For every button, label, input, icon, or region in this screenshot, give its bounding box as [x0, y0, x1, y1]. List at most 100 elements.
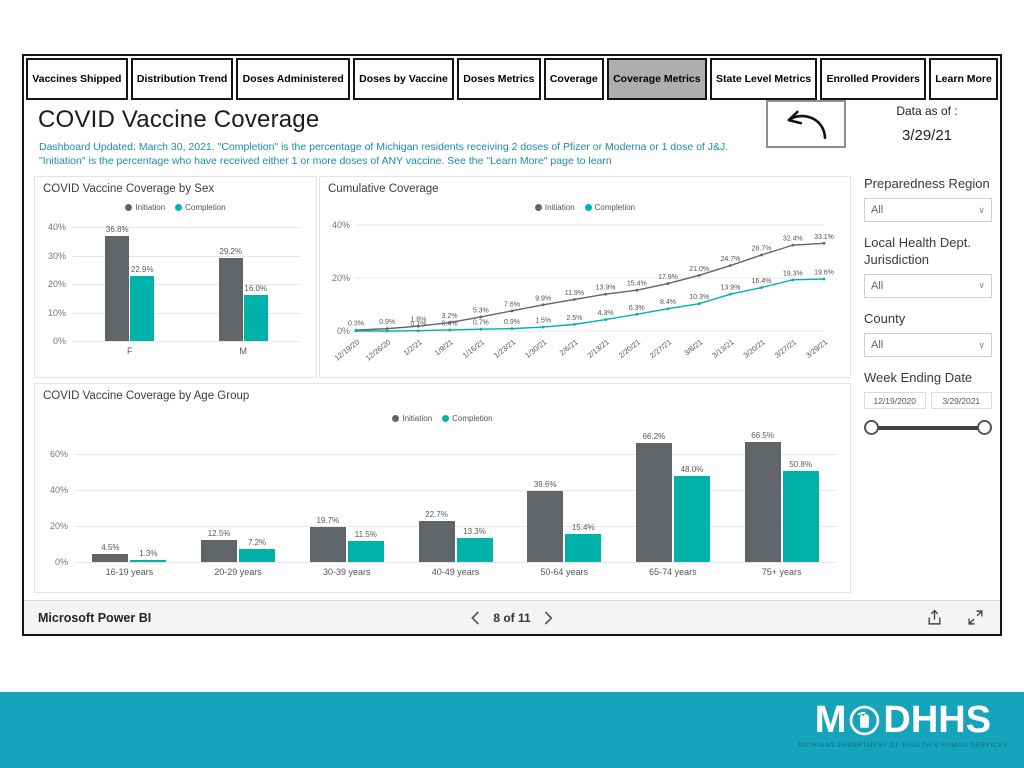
- bar-completion-f[interactable]: [130, 275, 155, 341]
- point-completion[interactable]: [760, 286, 763, 289]
- point-initiation[interactable]: [448, 321, 451, 324]
- page-title: COVID Vaccine Coverage: [38, 106, 320, 133]
- bar-value-label: 16.0%: [244, 284, 268, 294]
- point-initiation[interactable]: [541, 303, 545, 307]
- tab-doses-metrics[interactable]: Doses Metrics: [457, 58, 541, 100]
- point-completion[interactable]: [510, 327, 514, 331]
- bar-completion-30-39-years[interactable]: [347, 541, 384, 562]
- point-initiation[interactable]: [510, 309, 514, 313]
- point-completion[interactable]: [417, 329, 420, 333]
- tab-coverage-metrics[interactable]: Coverage Metrics: [606, 58, 707, 100]
- tab-distribution-trend[interactable]: Distribution Trend: [130, 58, 234, 100]
- point-initiation[interactable]: [635, 288, 639, 292]
- x-axis-label: 1/30/21: [523, 337, 548, 360]
- prev-page-button[interactable]: [470, 610, 479, 625]
- bar-initiation-f[interactable]: [105, 236, 130, 341]
- chevron-right-icon: [545, 610, 553, 625]
- point-completion[interactable]: [791, 278, 795, 282]
- point-completion[interactable]: [822, 277, 826, 281]
- local-health-dept-jurisdiction-dropdown[interactable]: All ∨: [864, 273, 992, 298]
- chart-legend: Initiation Completion: [320, 203, 850, 212]
- gridline: [75, 490, 836, 491]
- bar-completion-75-years[interactable]: [782, 470, 819, 562]
- point-initiation[interactable]: [791, 243, 795, 247]
- tab-learn-more[interactable]: Learn More: [929, 58, 999, 100]
- y-axis-label: 0%: [54, 557, 68, 567]
- point-initiation[interactable]: [385, 327, 389, 331]
- share-button[interactable]: [926, 609, 943, 626]
- point-completion[interactable]: [666, 307, 670, 311]
- point-completion[interactable]: [729, 292, 732, 296]
- logo-letter-m: M: [814, 699, 847, 741]
- tab-coverage[interactable]: Coverage: [543, 58, 604, 100]
- slider-handle-start[interactable]: [864, 420, 879, 436]
- completion-legend-dot: [442, 415, 450, 422]
- point-completion[interactable]: [573, 322, 576, 326]
- point-completion[interactable]: [479, 327, 483, 331]
- tab-doses-by-vaccine[interactable]: Doses by Vaccine: [352, 58, 455, 100]
- point-initiation[interactable]: [666, 282, 670, 285]
- tab-vaccines-shipped[interactable]: Vaccines Shipped: [26, 58, 128, 100]
- bar-completion-65-74-years[interactable]: [673, 475, 710, 562]
- bar-completion-50-64-years[interactable]: [565, 534, 602, 562]
- data-label-initiation: 17.9%: [658, 274, 678, 281]
- filter-label-week-ending-date: Week Ending Date: [864, 370, 973, 385]
- point-completion[interactable]: [448, 328, 451, 332]
- tab-enrolled-providers[interactable]: Enrolled Providers: [820, 58, 927, 100]
- bar-value-label: 4.5%: [101, 542, 120, 552]
- county-dropdown[interactable]: All ∨: [864, 333, 992, 357]
- bar-completion-20-29-years[interactable]: [239, 549, 276, 562]
- bar-completion-40-49-years[interactable]: [456, 538, 493, 562]
- x-axis-label: 1/9/21: [433, 337, 455, 357]
- point-completion[interactable]: [385, 329, 389, 333]
- data-label-completion: 2.5%: [566, 315, 582, 322]
- point-initiation[interactable]: [729, 264, 732, 267]
- point-completion[interactable]: [541, 325, 545, 329]
- bar-initiation-16-19-years[interactable]: [92, 553, 129, 562]
- bar-completion-m[interactable]: [243, 295, 268, 341]
- point-completion[interactable]: [354, 329, 358, 333]
- y-axis-label: 60%: [49, 449, 68, 459]
- next-page-button[interactable]: [545, 610, 554, 625]
- point-initiation[interactable]: [822, 241, 826, 245]
- data-label-initiation: 11.9%: [565, 290, 584, 297]
- logo-letters-dhhs: DHHS: [883, 699, 992, 741]
- tab-doses-administered[interactable]: Doses Administered: [236, 58, 350, 100]
- legend-label-initiation: Initiation: [135, 203, 166, 212]
- point-initiation[interactable]: [760, 253, 763, 257]
- mdhhs-logo-text: M DHHS: [798, 701, 1008, 739]
- bar-initiation-30-39-years[interactable]: [309, 526, 346, 562]
- bar-initiation-m[interactable]: [218, 257, 243, 341]
- week-start-date-input[interactable]: 12/19/2020: [864, 392, 926, 410]
- point-completion[interactable]: [697, 302, 701, 306]
- point-initiation[interactable]: [479, 315, 483, 319]
- data-label-completion: 8.4%: [660, 299, 676, 306]
- line-completion[interactable]: [356, 278, 825, 332]
- slider-handle-end[interactable]: [977, 420, 992, 436]
- x-axis-label: 3/20/21: [742, 337, 767, 360]
- bar-initiation-40-49-years[interactable]: [418, 521, 455, 562]
- preparedness-region-dropdown[interactable]: All ∨: [864, 198, 992, 223]
- point-initiation[interactable]: [417, 324, 420, 328]
- back-button[interactable]: [766, 100, 846, 148]
- bar-value-label: 11.5%: [354, 530, 377, 540]
- chart-title: Cumulative Coverage: [328, 183, 439, 195]
- fullscreen-button[interactable]: [967, 609, 984, 626]
- tab-state-level-metrics[interactable]: State Level Metrics: [709, 58, 818, 100]
- legend-item-initiation: Initiation: [392, 414, 432, 423]
- chart-coverage-by-sex: COVID Vaccine Coverage by Sex Initiation C…: [34, 176, 317, 378]
- line-initiation[interactable]: [355, 242, 825, 331]
- bar-initiation-20-29-years[interactable]: [201, 539, 238, 562]
- point-completion[interactable]: [635, 312, 639, 316]
- legend-item-completion: Completion: [584, 203, 635, 212]
- dashboard-description: Dashboard Updated: March 30, 2021. "Comp…: [39, 141, 729, 167]
- bar-completion-16-19-years[interactable]: [130, 559, 167, 562]
- point-initiation[interactable]: [604, 292, 607, 296]
- week-end-date-input[interactable]: 3/29/2021: [930, 392, 992, 410]
- point-initiation[interactable]: [573, 298, 576, 301]
- bar-initiation-65-74-years[interactable]: [635, 442, 672, 562]
- point-initiation[interactable]: [697, 273, 701, 277]
- bar-initiation-50-64-years[interactable]: [527, 490, 564, 562]
- point-completion[interactable]: [604, 318, 607, 322]
- bar-initiation-75-years[interactable]: [744, 442, 781, 562]
